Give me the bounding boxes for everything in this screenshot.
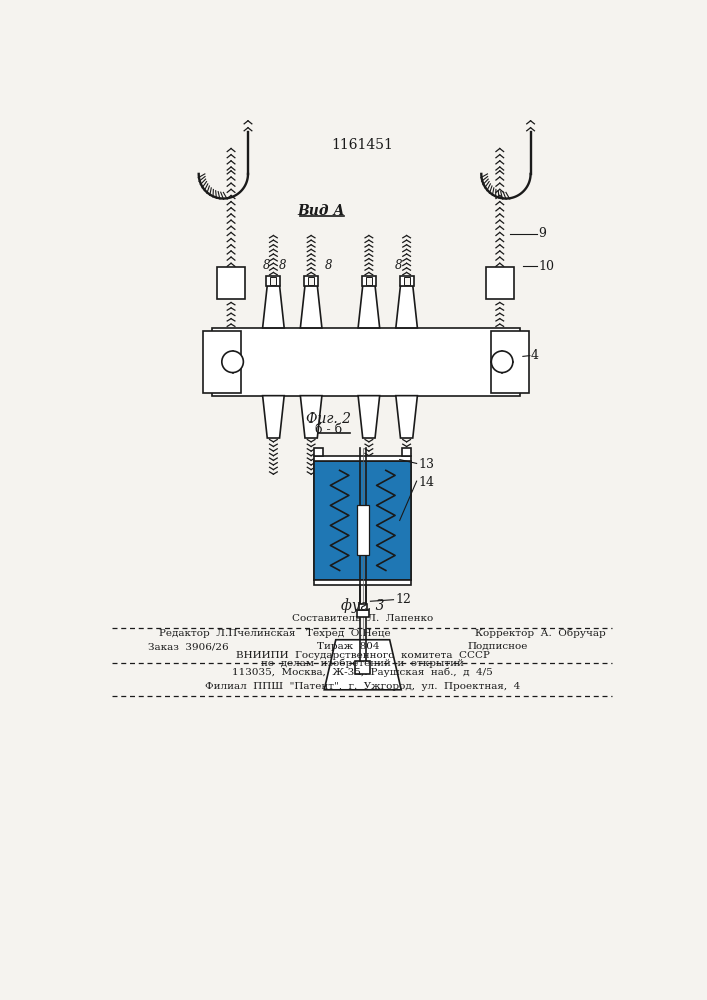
Polygon shape xyxy=(262,286,284,328)
Bar xyxy=(304,276,318,286)
Text: 12: 12 xyxy=(395,593,411,606)
Bar xyxy=(314,580,411,585)
Bar xyxy=(404,277,409,285)
Bar xyxy=(366,277,372,285)
Text: 4: 4 xyxy=(530,349,539,362)
Polygon shape xyxy=(358,286,380,328)
Bar xyxy=(270,277,276,285)
Bar xyxy=(328,461,397,580)
Circle shape xyxy=(222,351,243,373)
Text: 10: 10 xyxy=(538,260,554,273)
Bar xyxy=(356,505,369,555)
Polygon shape xyxy=(325,640,402,690)
Text: Составитель  Л.  Лапенко: Составитель Л. Лапенко xyxy=(292,614,433,623)
Text: Техред  О.Неце: Техред О.Неце xyxy=(305,629,390,638)
Bar xyxy=(399,276,414,286)
Text: ВНИИПИ  Государственного  комитета  СССР: ВНИИПИ Государственного комитета СССР xyxy=(236,651,490,660)
Bar xyxy=(397,461,411,580)
Polygon shape xyxy=(396,286,417,328)
Bar xyxy=(491,331,529,393)
Text: Заказ  3906/26: Заказ 3906/26 xyxy=(148,642,228,651)
Polygon shape xyxy=(300,286,322,328)
Text: 8: 8 xyxy=(263,259,270,272)
Text: 9: 9 xyxy=(538,227,547,240)
Bar xyxy=(356,610,369,617)
Bar xyxy=(267,276,281,286)
Text: 8: 8 xyxy=(395,259,402,272)
Text: Корректор  А.  Обручар: Корректор А. Обручар xyxy=(475,629,606,638)
Bar xyxy=(355,661,370,674)
Text: б - б: б - б xyxy=(315,423,342,436)
Text: по  делам  изобретений  и  открытий: по делам изобретений и открытий xyxy=(262,658,464,668)
Bar xyxy=(217,267,245,299)
Text: 8: 8 xyxy=(279,259,286,272)
Bar xyxy=(402,448,411,456)
Bar xyxy=(203,331,241,393)
Bar xyxy=(362,276,376,286)
Text: 13: 13 xyxy=(418,458,434,471)
Circle shape xyxy=(491,351,513,373)
Bar xyxy=(212,328,520,396)
Bar xyxy=(314,456,411,461)
Text: Вид А: Вид А xyxy=(298,204,345,218)
Bar xyxy=(314,448,324,456)
Text: Тираж  804: Тираж 804 xyxy=(317,642,380,651)
Bar xyxy=(308,277,314,285)
Text: Фиг. 2: Фиг. 2 xyxy=(306,412,351,426)
Text: 8: 8 xyxy=(325,259,332,272)
Text: Подписное: Подписное xyxy=(467,642,528,651)
Text: 1161451: 1161451 xyxy=(332,138,394,152)
Polygon shape xyxy=(300,396,322,438)
Polygon shape xyxy=(262,396,284,438)
Bar xyxy=(314,461,411,580)
Bar xyxy=(359,604,366,610)
Text: Редактор  Л.Пчелинская: Редактор Л.Пчелинская xyxy=(160,629,296,638)
Polygon shape xyxy=(358,396,380,438)
Bar xyxy=(314,461,328,580)
Text: 113035,  Москва,  Ж-35,  Раушская  наб.,  д  4/5: 113035, Москва, Ж-35, Раушская наб., д 4… xyxy=(233,667,493,677)
Bar xyxy=(486,267,514,299)
Text: 14: 14 xyxy=(418,476,434,489)
Text: Филиал  ППШ  "Патент",  г.  Ужгород,  ул.  Проектная,  4: Филиал ППШ "Патент", г. Ужгород, ул. Про… xyxy=(205,682,520,691)
Polygon shape xyxy=(396,396,417,438)
Text: фуг. 3: фуг. 3 xyxy=(341,598,385,613)
